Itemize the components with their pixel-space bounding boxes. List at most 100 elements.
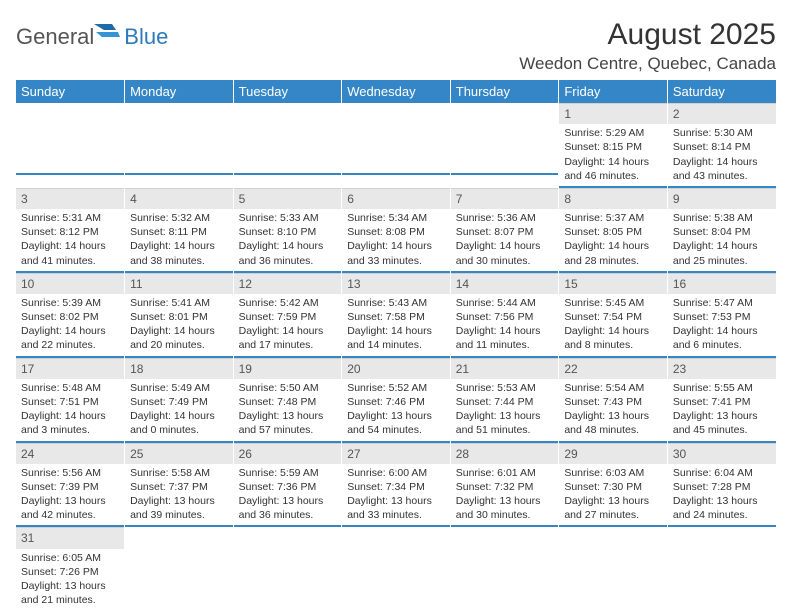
daylight-line: Daylight: 14 hours and 3 minutes. bbox=[21, 409, 119, 437]
calendar-day-cell: 24Sunrise: 5:56 AMSunset: 7:39 PMDayligh… bbox=[16, 443, 125, 528]
calendar-day-cell bbox=[16, 103, 125, 188]
daylight-line: Daylight: 13 hours and 36 minutes. bbox=[239, 494, 337, 522]
sunset-line: Sunset: 8:14 PM bbox=[673, 140, 771, 154]
day-details: Sunrise: 5:47 AMSunset: 7:53 PMDaylight:… bbox=[668, 294, 776, 358]
daylight-line: Daylight: 14 hours and 38 minutes. bbox=[130, 239, 228, 267]
daylight-line: Daylight: 14 hours and 20 minutes. bbox=[130, 324, 228, 352]
sunset-line: Sunset: 8:12 PM bbox=[21, 225, 119, 239]
daylight-line: Daylight: 13 hours and 57 minutes. bbox=[239, 409, 337, 437]
month-title: August 2025 bbox=[519, 18, 776, 52]
day-details: Sunrise: 5:42 AMSunset: 7:59 PMDaylight:… bbox=[234, 294, 342, 358]
day-details: Sunrise: 6:04 AMSunset: 7:28 PMDaylight:… bbox=[668, 464, 776, 528]
day-details: Sunrise: 5:33 AMSunset: 8:10 PMDaylight:… bbox=[234, 209, 342, 273]
weekday-header: Saturday bbox=[667, 80, 776, 103]
day-details: Sunrise: 5:29 AMSunset: 8:15 PMDaylight:… bbox=[559, 124, 667, 188]
day-number: 19 bbox=[234, 358, 342, 379]
day-details: Sunrise: 5:45 AMSunset: 7:54 PMDaylight:… bbox=[559, 294, 667, 358]
day-details: Sunrise: 5:44 AMSunset: 7:56 PMDaylight:… bbox=[451, 294, 559, 358]
day-number: 18 bbox=[125, 358, 233, 379]
sunset-line: Sunset: 7:46 PM bbox=[347, 395, 445, 409]
calendar-day-cell: 31Sunrise: 6:05 AMSunset: 7:26 PMDayligh… bbox=[16, 527, 125, 610]
day-details: Sunrise: 5:49 AMSunset: 7:49 PMDaylight:… bbox=[125, 379, 233, 443]
sunset-line: Sunset: 7:48 PM bbox=[239, 395, 337, 409]
sunset-line: Sunset: 7:58 PM bbox=[347, 310, 445, 324]
calendar-day-cell: 8Sunrise: 5:37 AMSunset: 8:05 PMDaylight… bbox=[559, 188, 668, 273]
sunrise-line: Sunrise: 5:33 AM bbox=[239, 211, 337, 225]
daylight-line: Daylight: 14 hours and 14 minutes. bbox=[347, 324, 445, 352]
day-details: Sunrise: 5:39 AMSunset: 8:02 PMDaylight:… bbox=[16, 294, 124, 358]
daylight-line: Daylight: 14 hours and 30 minutes. bbox=[456, 239, 554, 267]
sunrise-line: Sunrise: 5:48 AM bbox=[21, 381, 119, 395]
daylight-line: Daylight: 13 hours and 54 minutes. bbox=[347, 409, 445, 437]
sunset-line: Sunset: 8:11 PM bbox=[130, 225, 228, 239]
day-number: 14 bbox=[451, 273, 559, 294]
daylight-line: Daylight: 14 hours and 33 minutes. bbox=[347, 239, 445, 267]
calendar-day-cell: 5Sunrise: 5:33 AMSunset: 8:10 PMDaylight… bbox=[233, 188, 342, 273]
sunset-line: Sunset: 8:07 PM bbox=[456, 225, 554, 239]
sunrise-line: Sunrise: 6:01 AM bbox=[456, 466, 554, 480]
sunset-line: Sunset: 8:05 PM bbox=[564, 225, 662, 239]
sunset-line: Sunset: 7:30 PM bbox=[564, 480, 662, 494]
day-details: Sunrise: 5:34 AMSunset: 8:08 PMDaylight:… bbox=[342, 209, 450, 273]
weekday-header: Thursday bbox=[450, 80, 559, 103]
day-number: 9 bbox=[668, 188, 776, 209]
calendar-day-cell bbox=[125, 527, 234, 610]
sunrise-line: Sunrise: 5:39 AM bbox=[21, 296, 119, 310]
sunrise-line: Sunrise: 5:30 AM bbox=[673, 126, 771, 140]
calendar-day-cell: 4Sunrise: 5:32 AMSunset: 8:11 PMDaylight… bbox=[125, 188, 234, 273]
day-details: Sunrise: 5:53 AMSunset: 7:44 PMDaylight:… bbox=[451, 379, 559, 443]
location-text: Weedon Centre, Quebec, Canada bbox=[519, 54, 776, 74]
day-details: Sunrise: 5:52 AMSunset: 7:46 PMDaylight:… bbox=[342, 379, 450, 443]
calendar-day-cell: 6Sunrise: 5:34 AMSunset: 8:08 PMDaylight… bbox=[342, 188, 451, 273]
day-number: 17 bbox=[16, 358, 124, 379]
calendar-table: Sunday Monday Tuesday Wednesday Thursday… bbox=[16, 80, 776, 610]
sunrise-line: Sunrise: 5:49 AM bbox=[130, 381, 228, 395]
sunset-line: Sunset: 7:56 PM bbox=[456, 310, 554, 324]
sunrise-line: Sunrise: 5:31 AM bbox=[21, 211, 119, 225]
day-details: Sunrise: 5:41 AMSunset: 8:01 PMDaylight:… bbox=[125, 294, 233, 358]
daylight-line: Daylight: 14 hours and 6 minutes. bbox=[673, 324, 771, 352]
sunset-line: Sunset: 8:15 PM bbox=[564, 140, 662, 154]
weekday-header: Wednesday bbox=[342, 80, 451, 103]
calendar-week-row: 1Sunrise: 5:29 AMSunset: 8:15 PMDaylight… bbox=[16, 103, 776, 188]
sunrise-line: Sunrise: 5:42 AM bbox=[239, 296, 337, 310]
calendar-day-cell: 17Sunrise: 5:48 AMSunset: 7:51 PMDayligh… bbox=[16, 358, 125, 443]
daylight-line: Daylight: 13 hours and 21 minutes. bbox=[21, 579, 119, 607]
sunrise-line: Sunrise: 6:05 AM bbox=[21, 551, 119, 565]
flag-icon bbox=[94, 24, 120, 42]
daylight-line: Daylight: 13 hours and 45 minutes. bbox=[673, 409, 771, 437]
day-number: 22 bbox=[559, 358, 667, 379]
day-number: 11 bbox=[125, 273, 233, 294]
day-number: 4 bbox=[125, 188, 233, 209]
day-details: Sunrise: 5:55 AMSunset: 7:41 PMDaylight:… bbox=[668, 379, 776, 443]
day-number: 31 bbox=[16, 527, 124, 548]
daylight-line: Daylight: 14 hours and 17 minutes. bbox=[239, 324, 337, 352]
daylight-line: Daylight: 14 hours and 46 minutes. bbox=[564, 155, 662, 183]
weekday-header: Sunday bbox=[16, 80, 125, 103]
calendar-day-cell bbox=[125, 103, 234, 188]
calendar-day-cell bbox=[667, 527, 776, 610]
sunset-line: Sunset: 8:01 PM bbox=[130, 310, 228, 324]
calendar-day-cell bbox=[342, 527, 451, 610]
weekday-header: Monday bbox=[125, 80, 234, 103]
day-number: 8 bbox=[559, 188, 667, 209]
sunrise-line: Sunrise: 5:54 AM bbox=[564, 381, 662, 395]
sunset-line: Sunset: 7:43 PM bbox=[564, 395, 662, 409]
daylight-line: Daylight: 13 hours and 27 minutes. bbox=[564, 494, 662, 522]
day-details: Sunrise: 5:37 AMSunset: 8:05 PMDaylight:… bbox=[559, 209, 667, 273]
calendar-day-cell: 27Sunrise: 6:00 AMSunset: 7:34 PMDayligh… bbox=[342, 443, 451, 528]
day-number: 3 bbox=[16, 188, 124, 209]
day-details: Sunrise: 6:01 AMSunset: 7:32 PMDaylight:… bbox=[451, 464, 559, 528]
day-number: 7 bbox=[451, 188, 559, 209]
sunset-line: Sunset: 7:49 PM bbox=[130, 395, 228, 409]
day-details: Sunrise: 5:54 AMSunset: 7:43 PMDaylight:… bbox=[559, 379, 667, 443]
day-number: 26 bbox=[234, 443, 342, 464]
daylight-line: Daylight: 13 hours and 48 minutes. bbox=[564, 409, 662, 437]
daylight-line: Daylight: 13 hours and 51 minutes. bbox=[456, 409, 554, 437]
sunrise-line: Sunrise: 6:03 AM bbox=[564, 466, 662, 480]
calendar-day-cell: 29Sunrise: 6:03 AMSunset: 7:30 PMDayligh… bbox=[559, 443, 668, 528]
calendar-day-cell: 10Sunrise: 5:39 AMSunset: 8:02 PMDayligh… bbox=[16, 273, 125, 358]
calendar-day-cell: 15Sunrise: 5:45 AMSunset: 7:54 PMDayligh… bbox=[559, 273, 668, 358]
calendar-day-cell: 21Sunrise: 5:53 AMSunset: 7:44 PMDayligh… bbox=[450, 358, 559, 443]
sunset-line: Sunset: 7:34 PM bbox=[347, 480, 445, 494]
